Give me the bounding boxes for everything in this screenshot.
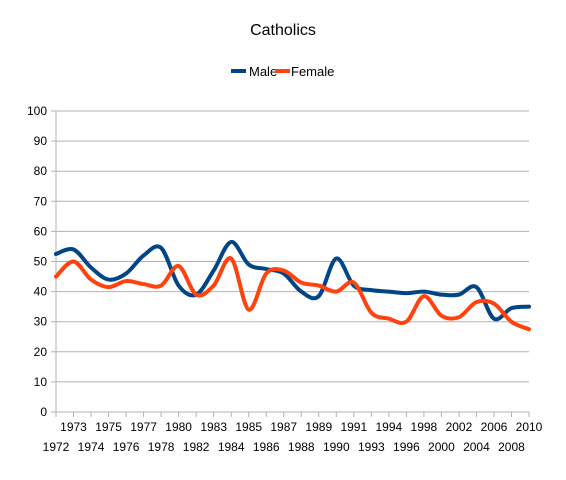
x-tick-label: 2006 (481, 420, 508, 434)
gridlines (51, 110, 530, 417)
x-axis-tick-labels: 1972 1973 1974 1975 1976 1977 1978 1980 1982 1983… (43, 420, 543, 454)
y-axis-tick-labels: 0 10 20 30 40 50 60 70 80 90 100 (27, 104, 47, 419)
chart-title: Catholics (250, 22, 316, 39)
series-lines (54, 239, 531, 332)
x-tick-label: 1982 (183, 440, 210, 454)
series-line-female (54, 256, 531, 332)
x-tick-label: 1980 (165, 420, 192, 434)
x-tick-label: 1972 (43, 440, 70, 454)
x-tick-label: 1987 (270, 420, 297, 434)
y-tick-label: 30 (34, 315, 48, 329)
x-tick-label: 1975 (95, 420, 122, 434)
x-tick-label: 1993 (358, 440, 385, 454)
x-tick-label: 1990 (323, 440, 350, 454)
x-tick-label: 2002 (446, 420, 473, 434)
x-tick-label: 1985 (235, 420, 262, 434)
x-tick-label: 1989 (305, 420, 332, 434)
y-tick-label: 50 (34, 255, 48, 269)
x-tick-label: 1983 (200, 420, 227, 434)
y-tick-label: 80 (34, 164, 48, 178)
x-tick-label: 2004 (463, 440, 490, 454)
legend-label-female: Female (291, 64, 334, 79)
y-tick-label: 10 (34, 375, 48, 389)
x-tick-label: 1973 (60, 420, 87, 434)
y-tick-label: 60 (34, 224, 48, 238)
y-tick-label: 70 (34, 194, 48, 208)
x-tick-label: 1974 (78, 440, 105, 454)
x-tick-label: 1996 (393, 440, 420, 454)
legend-label-male: Male (249, 64, 277, 79)
x-tick-label: 2008 (498, 440, 525, 454)
x-tick-label: 1998 (411, 420, 438, 434)
series-line-male (54, 239, 531, 322)
x-tick-label: 2000 (428, 440, 455, 454)
y-tick-label: 100 (27, 104, 47, 118)
legend: Male Female (231, 64, 334, 79)
x-tick-label: 1978 (148, 440, 175, 454)
y-tick-label: 40 (34, 285, 48, 299)
x-tick-label: 1994 (376, 420, 403, 434)
x-tick-label: 1977 (130, 420, 157, 434)
x-tick-label: 1984 (218, 440, 245, 454)
x-tick-label: 1988 (288, 440, 315, 454)
x-tick-label: 1991 (340, 420, 367, 434)
y-tick-label: 20 (34, 345, 48, 359)
y-tick-label: 0 (40, 405, 47, 419)
x-tick-label: 1976 (113, 440, 140, 454)
x-tick-label: 2010 (516, 420, 543, 434)
y-tick-label: 90 (34, 134, 48, 148)
x-tick-label: 1986 (253, 440, 280, 454)
